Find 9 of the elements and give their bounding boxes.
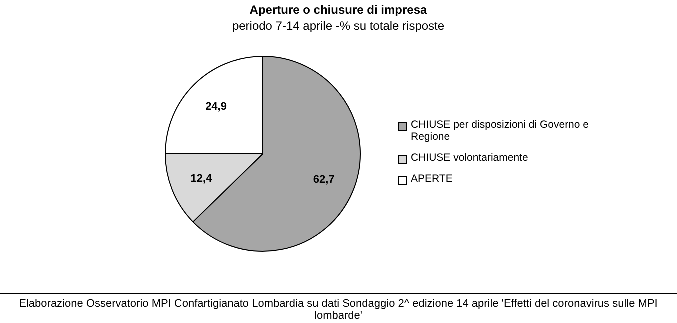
chart-title: Aperture o chiusure di impresa bbox=[248, 3, 428, 17]
legend-label: APERTE bbox=[411, 173, 453, 185]
legend-label: CHIUSE per disposizioni di Governo e Regione bbox=[411, 119, 590, 143]
text: Elaborazione Osservatorio MPI Confartigianato Lombardia su dati Sondaggio 2^ edizione 14 aprile 'Effetti del coronavirus sulle MPI lombarde' bbox=[18, 298, 659, 322]
chart-subtitle: periodo 7-14 aprile -% su totale risposte bbox=[231, 19, 446, 33]
legend-label: CHIUSE volontariamente bbox=[411, 152, 528, 164]
data-label: 12,4 bbox=[190, 172, 214, 185]
data-label: 62,7 bbox=[313, 174, 335, 186]
data-label: 24,9 bbox=[206, 101, 227, 114]
